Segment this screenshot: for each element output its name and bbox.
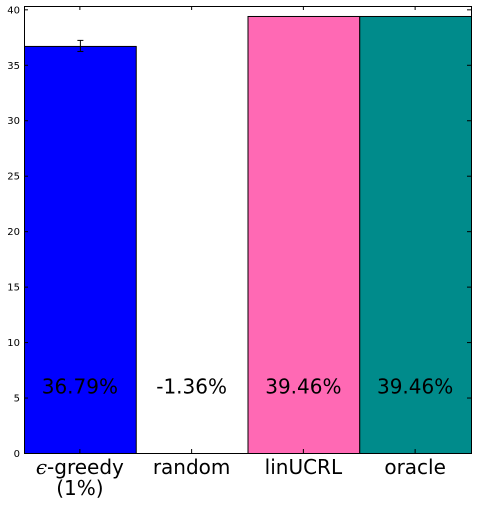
- x-axis: ϵ-greedy(1%) random linUCRL oracle: [36, 6, 446, 500]
- x-tick-label-0-line-0: ϵ-greedy: [36, 455, 124, 479]
- plot-area-frame: [24, 6, 472, 454]
- x-tick-label-part: ϵ: [36, 455, 47, 479]
- bars-layer: [24, 15, 472, 455]
- y-tick-label-5: 25: [7, 172, 20, 183]
- y-axis: 0 5 10 15 20 25 30 35 40: [7, 5, 471, 460]
- x-tick-label-part: linUCRL: [265, 455, 343, 479]
- x-tick-label-part: random: [153, 455, 231, 479]
- x-tick-label-3-line-0: oracle: [384, 455, 446, 479]
- data-label-2: 39.46%: [265, 374, 341, 398]
- bar-3: [359, 15, 472, 454]
- x-tick-label-part: oracle: [384, 455, 446, 479]
- x-tick-label-1-line-0: random: [153, 455, 231, 479]
- data-label-1: -1.36%: [156, 374, 227, 398]
- y-tick-label-2: 10: [7, 338, 20, 349]
- y-tick-label-0: 0: [14, 449, 20, 460]
- y-tick-label-7: 35: [7, 61, 20, 72]
- data-labels-layer: 36.79% -1.36% 39.46% 39.46%: [42, 374, 454, 398]
- y-tick-label-1: 5: [14, 394, 20, 405]
- data-label-0: 36.79%: [42, 374, 118, 398]
- y-tick-label-8: 40: [7, 5, 20, 16]
- x-tick-label-part: -greedy: [47, 455, 124, 479]
- x-tick-label-part: (1%): [56, 476, 103, 500]
- y-tick-label-4: 20: [7, 227, 20, 238]
- data-label-3: 39.46%: [377, 374, 453, 398]
- x-tick-label-0-line-1: (1%): [56, 476, 103, 500]
- bar-2: [247, 15, 361, 454]
- y-tick-label-6: 30: [7, 116, 20, 127]
- x-tick-label-2-line-0: linUCRL: [265, 455, 343, 479]
- y-tick-label-3: 15: [7, 283, 20, 294]
- bar-0: [24, 45, 137, 455]
